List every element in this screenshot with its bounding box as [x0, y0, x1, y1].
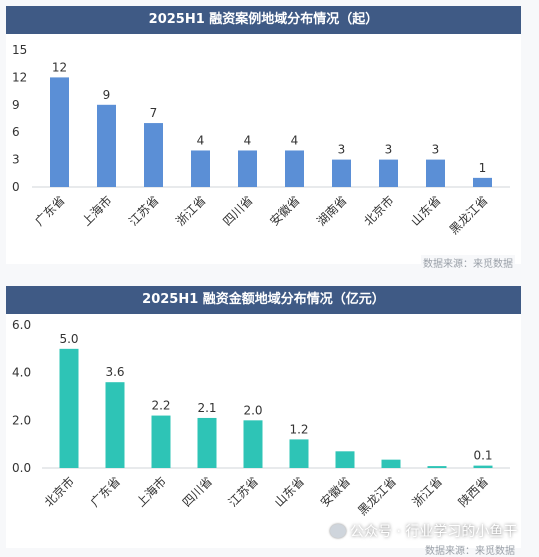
bar-value-label: 7: [150, 106, 158, 120]
bar: [144, 123, 163, 187]
bar-value-label: 3.6: [105, 365, 124, 379]
x-tick-label: 安徽省: [317, 474, 353, 510]
x-tick-label: 江苏省: [226, 474, 261, 509]
x-tick-label: 北京市: [361, 193, 397, 229]
case-count-chart-panel: 2025H1 融资案例地域分布情况（起） 0 3 6 9 12 15 12 广东省 9 上海市 7 江…: [6, 6, 521, 270]
x-tick-label: 浙江省: [173, 193, 208, 228]
x-tick-label: 湖南省: [314, 193, 350, 229]
x-tick-label: 上海市: [79, 193, 115, 229]
bar-value-label: 4: [244, 133, 252, 147]
bar: [285, 150, 304, 187]
bar: [191, 150, 210, 187]
bar: [473, 177, 492, 187]
bar-value-label: 2.2: [151, 399, 170, 413]
x-tick-label: 黑龙江省: [355, 474, 399, 518]
x-tick-label: 广东省: [88, 474, 123, 509]
x-tick-label: 江苏省: [126, 193, 161, 228]
watermark-text: 公众号 · 行业学习的小鱼干: [350, 524, 518, 540]
x-tick-label: 上海市: [133, 474, 169, 510]
y-tick-label: 2.0: [12, 413, 31, 427]
wechat-icon: [330, 524, 346, 538]
funding-amount-source-label: 数据来源：来觅数据: [425, 546, 515, 557]
y-tick-label: 12: [12, 70, 27, 84]
bar-value-label: 3: [338, 143, 346, 157]
bar: [197, 417, 217, 468]
y-tick-label: 15: [12, 43, 27, 57]
x-tick-label: 安徽省: [267, 193, 303, 229]
bar-value-label: 4: [291, 133, 299, 147]
x-tick-label: 黑龙江省: [447, 193, 491, 237]
y-tick-label: 0.0: [12, 461, 31, 475]
bar: [332, 159, 351, 187]
x-tick-label: 四川省: [180, 474, 215, 509]
bar: [427, 466, 447, 468]
x-tick-label: 北京市: [41, 474, 77, 510]
bar-value-label: 0.1: [473, 449, 492, 463]
bar: [243, 420, 263, 468]
funding-amount-chart-panel: 2025H1 融资金额地域分布情况（亿元） 0.0 2.0 4.0 6.0 5.0 北京市…: [6, 286, 521, 557]
x-tick-label: 山东省: [408, 193, 443, 228]
bar: [289, 439, 309, 468]
bar: [381, 459, 401, 468]
bar-value-label: 2.1: [197, 401, 216, 415]
bar-value-label: 4: [197, 133, 205, 147]
x-tick-label: 广东省: [32, 193, 67, 228]
bar: [238, 150, 257, 187]
y-tick-label: 6.0: [12, 318, 31, 332]
bar-value-label: 3: [432, 143, 440, 157]
case-count-source-label: 数据来源：来觅数据: [421, 255, 515, 270]
y-tick-label: 4.0: [12, 366, 31, 380]
funding-amount-chart: 0.0 2.0 4.0 6.0 5.0 北京市 3.6 广东省 2.2 上海市 2.1 四川省 2.0 江…: [12, 318, 510, 518]
x-tick-label: 陕西省: [455, 474, 491, 510]
bar: [50, 77, 69, 187]
bar: [151, 415, 171, 468]
y-tick-label: 3: [12, 153, 20, 167]
bar-value-label: 3: [385, 143, 393, 157]
x-tick-label: 四川省: [220, 193, 255, 228]
y-tick-label: 6: [12, 125, 20, 139]
bar-value-label: 1.2: [289, 422, 308, 436]
bar-value-label: 12: [52, 60, 67, 74]
y-tick-label: 0: [12, 180, 20, 194]
watermark: 公众号 · 行业学习的小鱼干: [330, 521, 517, 541]
x-tick-label: 浙江省: [410, 474, 445, 509]
bar: [335, 451, 355, 468]
x-tick-label: 山东省: [272, 474, 307, 509]
bar: [105, 382, 125, 468]
bar: [473, 465, 493, 468]
bar: [59, 348, 79, 468]
bar-value-label: 9: [103, 88, 111, 102]
bar: [379, 159, 398, 187]
bar: [426, 159, 445, 187]
bar: [97, 104, 116, 187]
case-count-chart: 0 3 6 9 12 15 12 广东省 9 上海市 7 江苏省 4 浙江省 4 四川省 4 安徽省 3 湖南省 3 北京…: [12, 43, 510, 237]
y-tick-label: 9: [12, 98, 20, 112]
case-count-chart-title: 2025H1 融资案例地域分布情况（起）: [6, 6, 521, 34]
bar-value-label: 1: [479, 161, 487, 175]
bar-value-label: 5.0: [59, 332, 78, 346]
funding-amount-chart-title: 2025H1 融资金额地域分布情况（亿元）: [6, 286, 521, 314]
bar-value-label: 2.0: [243, 403, 262, 417]
